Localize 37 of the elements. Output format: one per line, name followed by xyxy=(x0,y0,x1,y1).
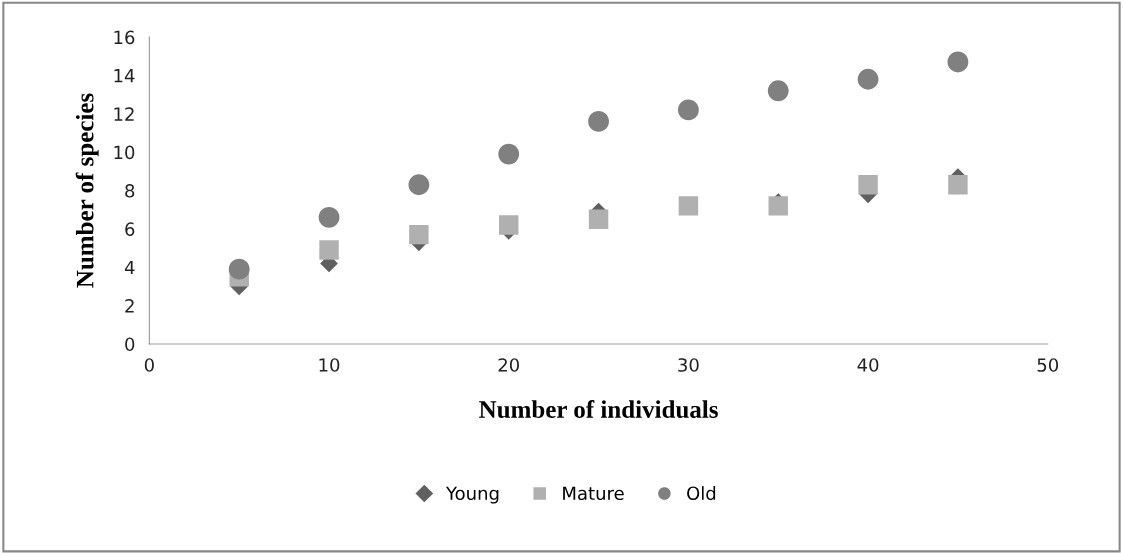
point xyxy=(228,258,250,280)
y-tick-label: 8 xyxy=(125,183,135,198)
point xyxy=(767,80,789,102)
y-tick-label: 10 xyxy=(114,145,135,160)
point xyxy=(677,99,699,121)
point xyxy=(947,51,969,73)
point xyxy=(409,224,429,245)
y-tick-label: 2 xyxy=(125,299,134,313)
point xyxy=(857,68,879,90)
legend-label: Mature xyxy=(563,486,624,501)
y-axis-title: Number of species xyxy=(75,93,99,288)
point xyxy=(498,143,520,165)
y-tick-label: 6 xyxy=(125,222,135,236)
y-tick-label: 12 xyxy=(114,107,134,121)
x-tick-label: 40 xyxy=(857,358,879,372)
x-tick-label: 30 xyxy=(678,358,699,372)
legend-label: Old xyxy=(687,486,716,501)
point xyxy=(588,111,609,132)
point xyxy=(588,209,609,229)
y-tick-label: 14 xyxy=(114,69,135,83)
x-axis-title: Number of individuals xyxy=(479,400,718,418)
x-tick-label: 10 xyxy=(319,358,340,372)
point xyxy=(499,215,519,235)
x-tick-label: 0 xyxy=(144,358,154,372)
point xyxy=(768,196,788,216)
y-tick-label: 4 xyxy=(124,260,135,275)
point xyxy=(678,196,699,216)
point xyxy=(858,175,878,195)
legend-label: Young xyxy=(445,486,499,504)
point xyxy=(318,206,340,228)
point xyxy=(948,175,968,195)
y-tick-label: 0 xyxy=(125,337,135,352)
y-tick-label: 16 xyxy=(114,30,135,45)
point xyxy=(319,240,339,260)
x-tick-label: 20 xyxy=(498,358,520,372)
x-tick-label: 50 xyxy=(1037,358,1059,372)
point xyxy=(408,174,430,196)
